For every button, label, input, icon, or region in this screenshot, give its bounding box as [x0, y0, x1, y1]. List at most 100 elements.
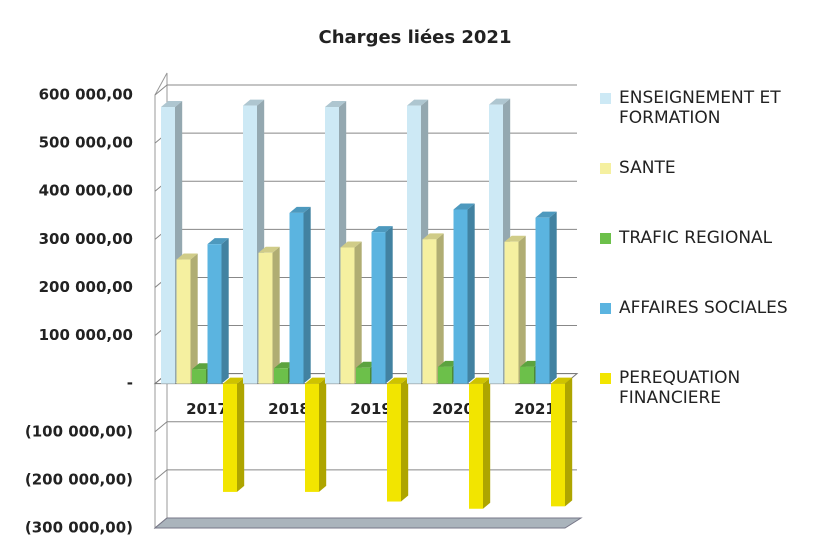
bar-front [551, 383, 565, 507]
bar-side [319, 377, 327, 492]
bar-top [243, 99, 265, 106]
bar-top [551, 377, 573, 384]
bar-front [243, 105, 257, 384]
legend-label: AFFAIRES SOCIALES [619, 298, 788, 318]
legend-swatch [600, 163, 611, 174]
y-tick-label: 500 000,00 [39, 134, 133, 152]
bar-top [258, 246, 280, 253]
bar-front [504, 241, 519, 384]
y-tick-label: - [127, 374, 133, 392]
y-tick-label: 200 000,00 [39, 278, 133, 296]
grid-line [154, 180, 577, 192]
grid-line [154, 469, 577, 481]
bar [207, 238, 229, 384]
bar-side [401, 377, 409, 502]
y-tick-label: (300 000,00) [25, 519, 133, 537]
bar-top [489, 98, 511, 105]
bar-side [237, 377, 245, 492]
legend-swatch [600, 93, 611, 104]
bar [551, 377, 573, 507]
bar-side [221, 238, 229, 384]
bar-top [469, 377, 491, 384]
bar [258, 246, 280, 384]
legend: ENSEIGNEMENT ET FORMATION SANTE TRAFIC REG… [600, 88, 810, 438]
bar [340, 241, 362, 384]
bar-front [340, 247, 355, 384]
bar-front [289, 212, 304, 384]
bar-front [371, 232, 386, 384]
bar-top [387, 377, 409, 384]
bar-front [438, 366, 452, 384]
bar-top [305, 377, 327, 384]
bar-front [325, 107, 339, 384]
x-tick-label: 2017 [186, 400, 228, 418]
bar-top [407, 99, 429, 106]
bar-top [161, 101, 183, 108]
bar [305, 377, 327, 492]
bar-front [469, 383, 483, 509]
legend-swatch [600, 233, 611, 244]
bar [176, 253, 198, 384]
grid-line [154, 84, 577, 96]
bar-top [289, 206, 311, 213]
bar-front [161, 107, 175, 384]
bar-side [190, 253, 198, 384]
bar-top [340, 241, 362, 248]
y-tick-label: 600 000,00 [39, 86, 133, 104]
bar-top [176, 253, 198, 260]
y-tick-label: 300 000,00 [39, 230, 133, 248]
bar-front [407, 105, 421, 384]
legend-label: SANTE [619, 158, 676, 178]
bar-front [520, 366, 534, 384]
bar-side [467, 203, 475, 384]
bar [387, 377, 409, 502]
legend-item: TRAFIC REGIONAL [600, 228, 810, 298]
bar-side [565, 377, 573, 507]
bar [453, 203, 475, 384]
bar [535, 211, 557, 384]
bar-front [223, 383, 237, 492]
x-tick-label: 2018 [268, 400, 310, 418]
x-tick-label: 2021 [514, 400, 556, 418]
chart-title: Charges liées 2021 [319, 27, 512, 48]
bar-top [422, 233, 444, 240]
bar-top [453, 203, 475, 210]
legend-label: TRAFIC REGIONAL [619, 228, 773, 248]
bar-front [176, 259, 191, 384]
bar-front [274, 368, 288, 384]
bar [422, 233, 444, 384]
bar [223, 377, 245, 492]
bar-side [272, 246, 280, 384]
bar [371, 226, 393, 384]
bar-front [192, 369, 206, 384]
legend-item: SANTE [600, 158, 810, 228]
x-tick-label: 2019 [350, 400, 392, 418]
bar-side [385, 226, 393, 384]
bar-top [371, 226, 393, 233]
y-tick-label: (200 000,00) [25, 470, 133, 488]
bar-top [223, 377, 245, 384]
bar-side [436, 233, 444, 384]
bar-side [549, 211, 557, 384]
bar-top [207, 238, 229, 245]
x-tick-label: 2020 [432, 400, 474, 418]
legend-swatch [600, 303, 611, 314]
y-tick-label: (100 000,00) [25, 422, 133, 440]
legend-item: AFFAIRES SOCIALES [600, 298, 810, 368]
y-tick-label: 400 000,00 [39, 182, 133, 200]
grid-line [154, 132, 577, 144]
legend-label: ENSEIGNEMENT ET FORMATION [619, 88, 781, 128]
bar-front [356, 367, 370, 384]
legend-item: PEREQUATION FINANCIERE [600, 368, 810, 438]
bar-front [422, 239, 437, 384]
legend-swatch [600, 373, 611, 384]
bar-side [354, 241, 362, 384]
bar-top [504, 235, 526, 242]
bar-front [305, 383, 319, 492]
bar-side [483, 377, 491, 509]
bar-side [303, 206, 311, 384]
bar-front [258, 252, 273, 384]
bar-front [207, 244, 222, 384]
